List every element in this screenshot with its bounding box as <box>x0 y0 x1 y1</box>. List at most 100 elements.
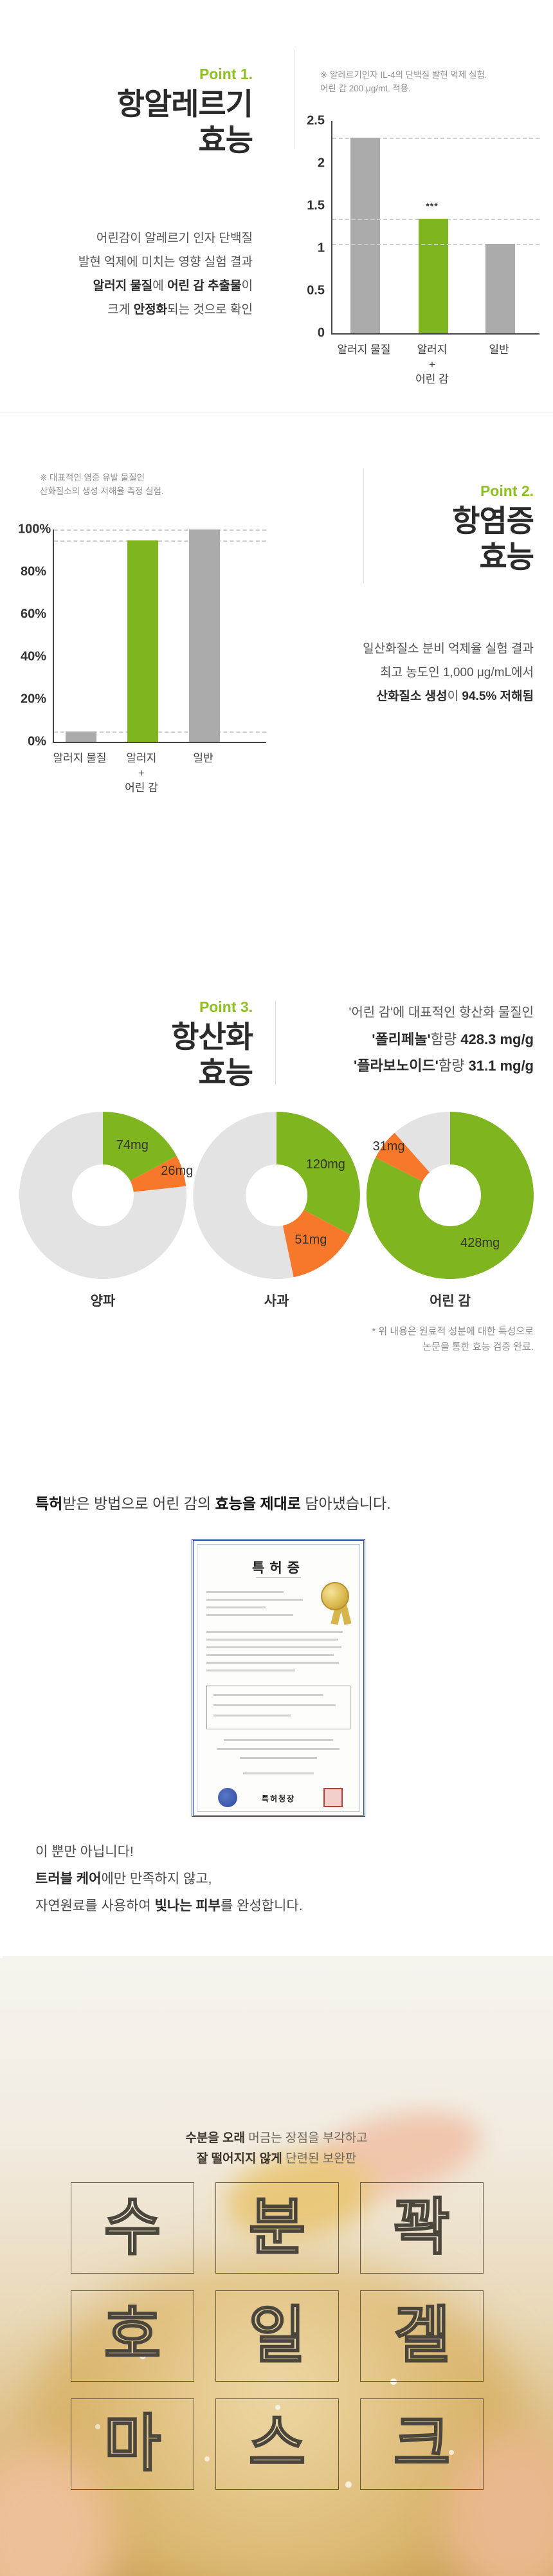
point2-title: 항염증 효능 <box>452 504 534 574</box>
cert-text-line-placeholder <box>213 1694 323 1696</box>
donut-slice-label: 31mg <box>372 1139 405 1154</box>
vertical-divider <box>363 468 364 583</box>
text-segment: 잘 떨어지지 않게 <box>196 2152 282 2166</box>
extra-copy: 이 뿐만 아닙니다! 트러블 케어에만 만족하지 않고, 자연원료를 사용하여 … <box>35 1839 303 1920</box>
bar-2 <box>485 244 515 333</box>
text-segment: 받은 방법으로 어린 감의 <box>62 1495 215 1512</box>
x-axis-label: 알러지 + 어린 감 <box>125 752 158 794</box>
text-segment: 산화질소 생성 <box>376 690 448 703</box>
cert-text-line-placeholder <box>206 1670 295 1671</box>
x-axis-label: 알러지 물질 <box>53 752 107 764</box>
letter-box: 스 <box>215 2398 339 2490</box>
donut-chart-young-persimmon: 428mg 31mg <box>365 1110 535 1280</box>
x-axis-label: 일반 <box>489 344 509 356</box>
point3-title: 항산화 효능 <box>171 1020 253 1090</box>
bar-0 <box>350 138 380 333</box>
text-segment: 94.5% 저해됨 <box>462 690 534 703</box>
y-axis-tick: 0 <box>317 326 325 340</box>
letter-box: 크 <box>360 2398 484 2490</box>
text-segment: 일산화질소 분비 억제율 실험 결과 <box>363 642 534 656</box>
bar-1 <box>127 540 158 742</box>
patent-certificate: 특허증 특허청장 <box>192 1539 365 1817</box>
letter-box: 마 <box>71 2398 194 2490</box>
y-axis-tick: 40% <box>20 649 46 664</box>
cert-text-line-placeholder <box>206 1646 341 1648</box>
chart2-note: ※ 대표적인 염증 유발 물질인 산화질소의 생성 저해율 측정 실험. <box>40 473 164 496</box>
bar-1 <box>419 218 448 333</box>
text-segment: 자연원료를 사용하여 <box>35 1899 155 1913</box>
donut-slice-label: 120mg <box>305 1157 345 1172</box>
letter-box: 꽉 <box>360 2182 484 2274</box>
donut-svg <box>365 1110 535 1280</box>
bar-chart-il4: 0 0.5 1 1.5 2 2.5 알러지 물질 알러지 + 어린 감 일반 *** <box>302 108 541 398</box>
kipo-emblem-icon <box>218 1788 237 1807</box>
point2-label: Point 2. <box>480 483 534 499</box>
dashed-gridline <box>54 529 266 531</box>
text-segment: 되는 것으로 확인 <box>167 303 253 317</box>
text-segment: 머금는 장점을 부각하고 <box>245 2131 368 2145</box>
cert-text-line-placeholder <box>213 1704 336 1706</box>
text-segment: 트러블 케어 <box>35 1872 102 1886</box>
donut-slice-label: 51mg <box>295 1233 327 1247</box>
y-axis-tick: 1.5 <box>307 198 325 213</box>
donut-chart-apple: 120mg 51mg <box>192 1110 361 1280</box>
text-segment: '플라보노이드' <box>354 1058 439 1074</box>
official-stamp-icon <box>323 1788 343 1807</box>
text-segment: 담아냈습니다. <box>300 1495 391 1512</box>
y-axis-tick: 80% <box>20 564 46 579</box>
point2-paragraph: 일산화질소 분비 억제율 실험 결과 최고 농도인 1,000 μg/mL에서 … <box>302 637 534 708</box>
letter-box: 일 <box>215 2290 339 2382</box>
y-axis-tick: 20% <box>20 692 46 706</box>
point3-label: Point 3. <box>199 998 253 1015</box>
certificate-issuer: 특허청장 <box>261 1794 296 1803</box>
donut-slice-label: 428mg <box>460 1235 500 1250</box>
donut-chart-onion: 74mg 26mg <box>18 1110 193 1280</box>
point3-text: '어린 감'에 대표적인 항산화 물질인 '폴리페놀'함량 428.3 mg/g… <box>349 1000 534 1079</box>
text-segment: 특허 <box>35 1495 63 1512</box>
text-segment: 발현 억제에 미치는 영향 실험 결과 <box>78 255 253 269</box>
donut-slice-label: 26mg <box>161 1164 194 1179</box>
patent-heading: 특허받은 방법으로 어린 감의 효능을 제대로 담아냈습니다. <box>35 1491 391 1513</box>
dashed-gridline <box>332 244 539 246</box>
y-axis-tick: 0.5 <box>307 283 325 298</box>
cert-date-line-placeholder <box>243 1772 314 1774</box>
cert-text-line-placeholder <box>206 1591 284 1593</box>
vertical-divider <box>275 1001 276 1085</box>
text-segment: 어린 감 추출물 <box>167 279 242 293</box>
certificate-title: 특허증 <box>252 1561 305 1576</box>
cert-text-line-placeholder <box>217 1748 340 1750</box>
cert-text-line-placeholder <box>224 1739 333 1741</box>
dashed-gridline <box>332 138 539 140</box>
y-axis-tick: 0% <box>28 734 46 749</box>
x-axis-label: 일반 <box>193 752 213 764</box>
text-segment: * 위 내용은 원료적 성분에 대한 특성으로 <box>372 1326 534 1337</box>
text-segment: 함량 <box>438 1058 469 1074</box>
mask-caption-line1: 수분을 오래 머금는 장점을 부각하고 <box>0 2128 553 2149</box>
x-axis-label: 알러지 + 어린 감 <box>415 344 449 385</box>
text-segment: 를 완성합니다. <box>221 1899 303 1913</box>
point1-label: Point 1. <box>199 66 253 82</box>
donut-svg <box>18 1110 188 1280</box>
chart-plot-area <box>53 529 266 743</box>
cert-text-line-placeholder <box>213 1715 291 1716</box>
point1-paragraph: 어린감이 알레르기 인자 단백질 발현 억제에 미치는 영향 실험 결과 알러지… <box>0 226 253 322</box>
y-axis-tick: 2.5 <box>307 113 325 128</box>
dashed-gridline <box>54 731 266 733</box>
donut-label-apple: 사과 <box>264 1294 289 1309</box>
y-axis-tick: 1 <box>317 241 325 255</box>
text-segment: '어린 감'에 대표적인 항산화 물질인 <box>349 1006 534 1020</box>
mask-shimmer-dots <box>0 1956 3 1958</box>
letter-box: 호 <box>71 2290 194 2382</box>
text-segment: 에만 만족하지 않고, <box>101 1872 212 1886</box>
text-segment: 단련된 보완판 <box>282 2152 357 2166</box>
certificate-inner-border <box>197 1544 360 1812</box>
chart1-note: ※ 알레르기인자 IL-4의 단백질 발현 억제 실험. 어린 감 200 μg… <box>320 70 487 93</box>
chart-plot-area <box>331 121 539 335</box>
gold-medal-icon <box>321 1582 349 1610</box>
donut-slice-label: 74mg <box>116 1137 149 1152</box>
letter-box: 분 <box>215 2182 339 2274</box>
mask-caption-line2: 잘 떨어지지 않게 단련된 보완판 <box>0 2149 553 2169</box>
cert-text-line-placeholder <box>206 1599 303 1601</box>
letter-box: 수 <box>71 2182 194 2274</box>
cert-text-line-placeholder <box>206 1654 334 1656</box>
